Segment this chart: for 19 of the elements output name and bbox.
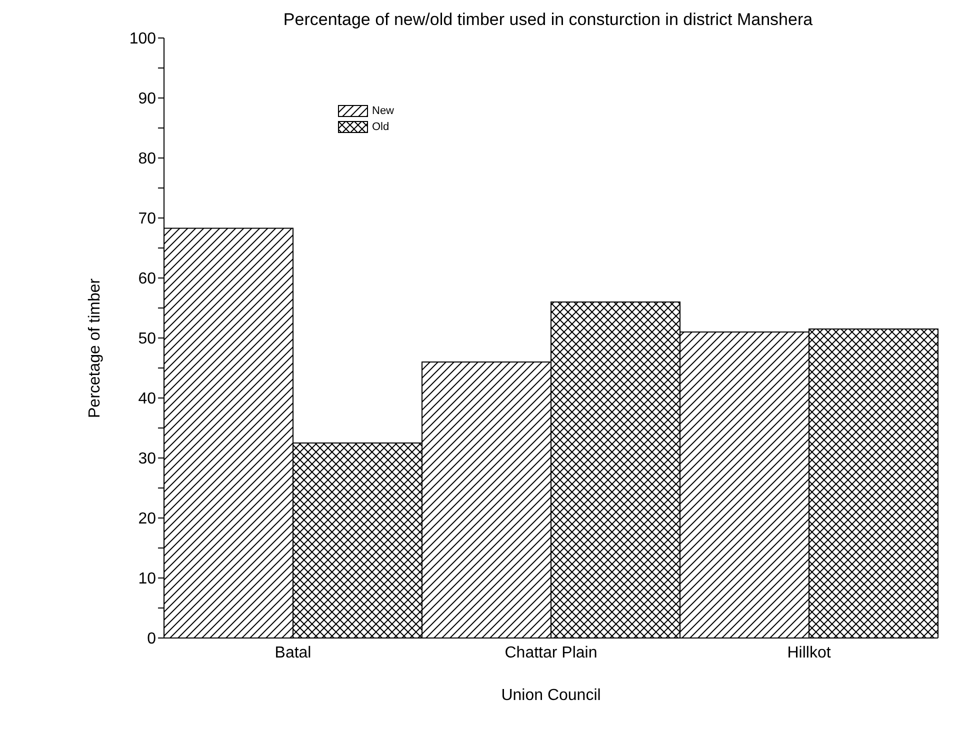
chart-title: Percentage of new/old timber used in consturction in district Manshera bbox=[282, 10, 814, 30]
y-tick-label: 20 bbox=[138, 510, 156, 528]
y-tick-label: 50 bbox=[138, 330, 156, 348]
y-tick-label: 10 bbox=[138, 570, 156, 588]
y-tick-label: 40 bbox=[138, 390, 156, 408]
x-axis-title: Union Council bbox=[501, 687, 601, 704]
y-tick-label: 80 bbox=[138, 150, 156, 168]
y-axis-title: Percetage of timber bbox=[86, 278, 104, 418]
y-tick-label: 0 bbox=[147, 630, 156, 648]
legend-label: Old bbox=[372, 120, 390, 135]
y-tick-label: 60 bbox=[138, 270, 156, 288]
legend-label: New bbox=[372, 104, 394, 119]
x-tick-label: Hillkot bbox=[787, 644, 832, 662]
y-tick-label: 70 bbox=[138, 210, 156, 228]
y-tick-label: 30 bbox=[138, 450, 156, 468]
y-tick-label: 100 bbox=[129, 30, 156, 48]
x-tick-label: Batal bbox=[274, 644, 312, 662]
x-tick-label: Chattar Plain bbox=[504, 644, 598, 662]
y-tick-label: 90 bbox=[138, 90, 156, 108]
